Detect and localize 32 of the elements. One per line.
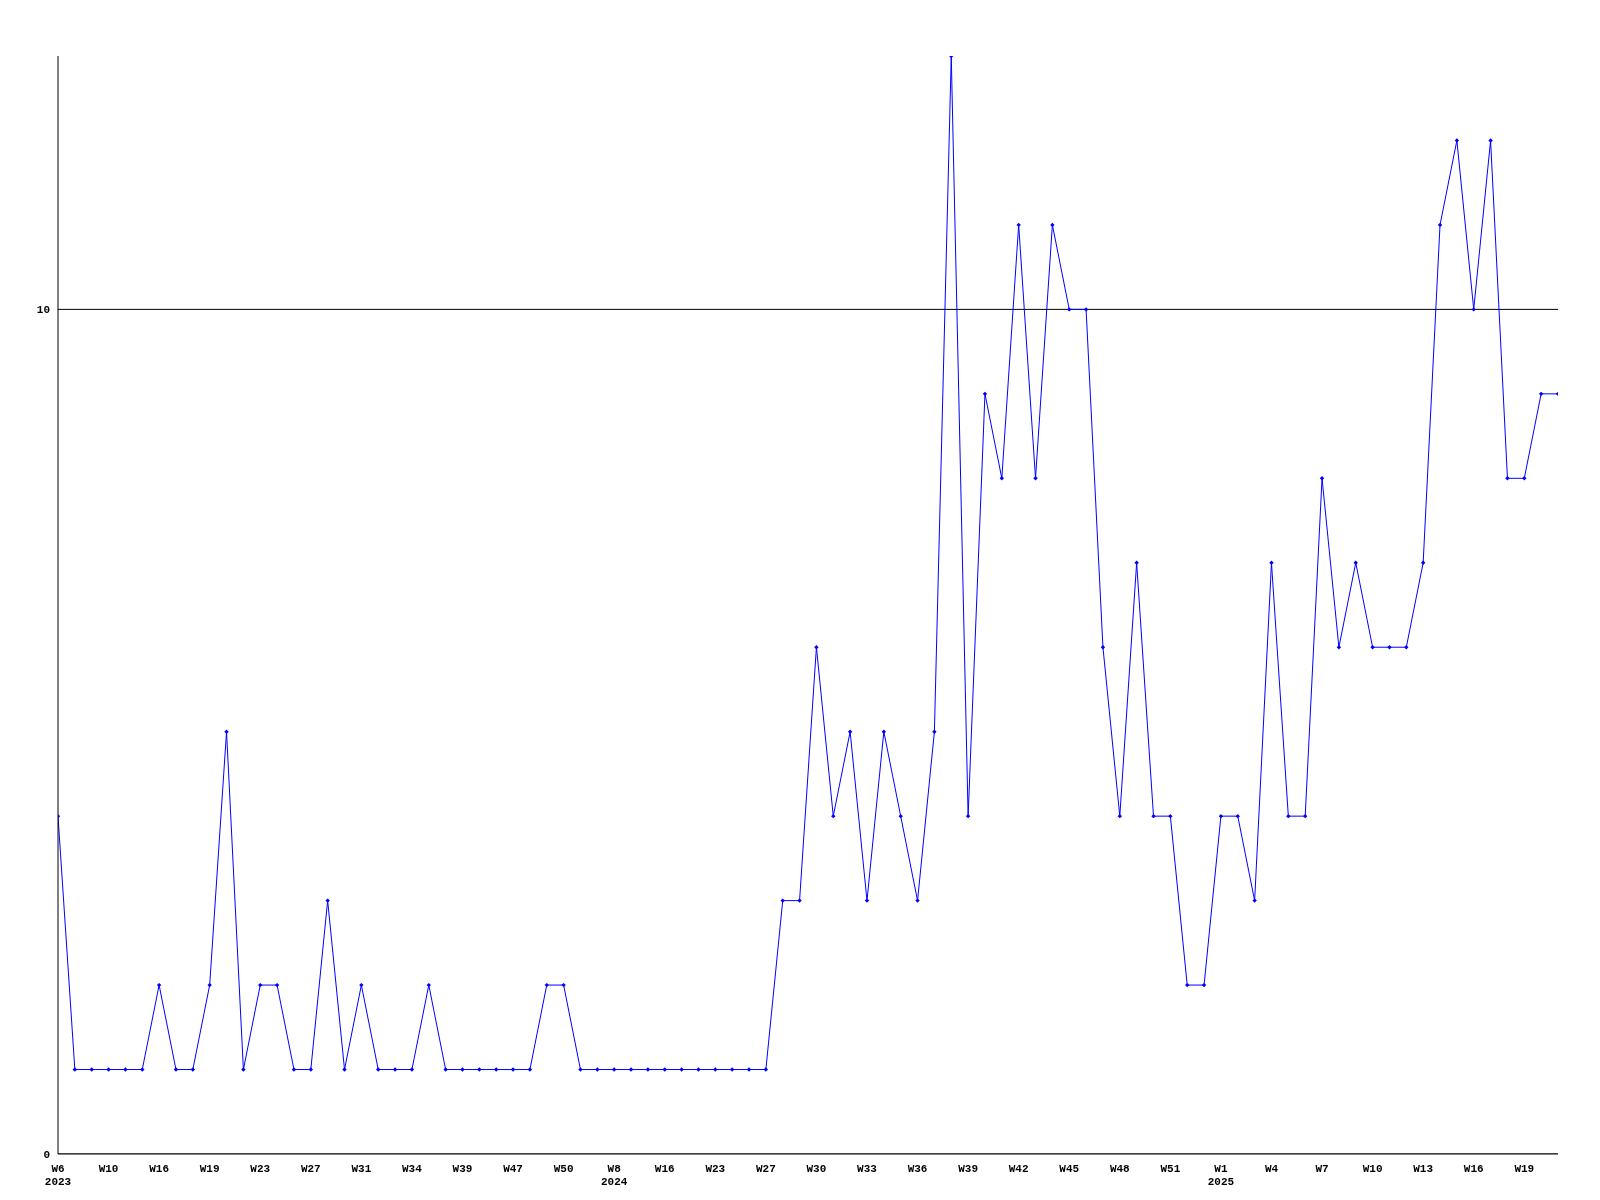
x-tick-label: W51 — [1160, 1163, 1181, 1175]
x-tick-label: W23 — [705, 1163, 726, 1175]
x-tick-label: W50 — [553, 1163, 574, 1175]
x-tick-label: W27 — [755, 1163, 776, 1175]
x-tick-label: W42 — [1008, 1163, 1029, 1175]
x-tick-label: W10 — [98, 1163, 119, 1175]
x-tick-label: W16 — [149, 1163, 170, 1175]
x-tick-label: W16 — [1463, 1163, 1484, 1175]
x-tick-label: W1 2025 — [1207, 1163, 1235, 1188]
x-tick-label: W27 — [300, 1163, 321, 1175]
x-tick-label: W30 — [806, 1163, 827, 1175]
x-tick-label: W39 — [452, 1163, 473, 1175]
x-tick-label: W47 — [503, 1163, 523, 1175]
y-tick-label: 10 — [36, 304, 50, 317]
x-tick-label: W48 — [1109, 1163, 1131, 1175]
x-tick-label: W34 — [402, 1163, 423, 1175]
x-tick-label: W8 2024 — [600, 1163, 628, 1188]
x-tick-label: W36 — [907, 1163, 928, 1175]
x-tick-label: W7 — [1315, 1163, 1329, 1175]
x-tick-label: W45 — [1059, 1163, 1080, 1175]
x-tick-label: W16 — [654, 1163, 675, 1175]
x-tick-label: W39 — [958, 1163, 979, 1175]
x-tick-label: W4 — [1264, 1163, 1279, 1175]
x-tick-label: W31 — [351, 1163, 372, 1175]
x-tick-label: W19 — [199, 1163, 220, 1175]
x-tick-label: W33 — [857, 1163, 878, 1175]
y-tick-label: 0 — [43, 1148, 50, 1161]
x-tick-label: W6 2023 — [44, 1163, 72, 1188]
x-tick-label: W13 — [1413, 1163, 1434, 1175]
x-tick-label: W19 — [1514, 1163, 1535, 1175]
x-tick-label: W23 — [250, 1163, 271, 1175]
x-tick-label: W10 — [1362, 1163, 1383, 1175]
